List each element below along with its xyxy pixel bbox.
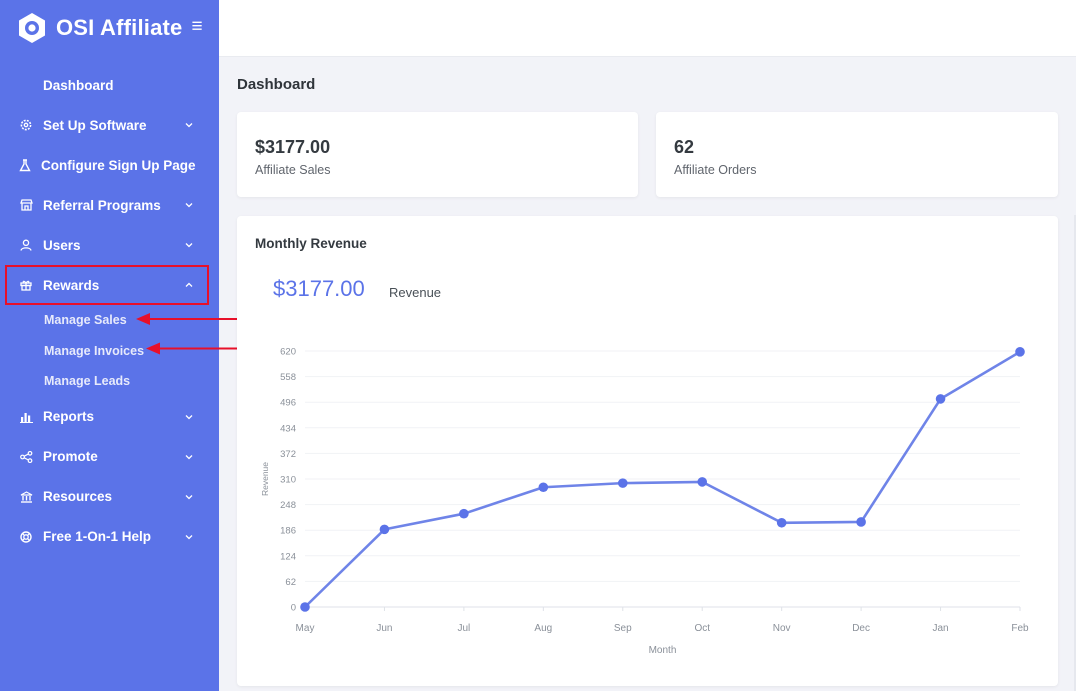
- data-point: [538, 482, 549, 493]
- chevron-down-icon: [184, 492, 194, 502]
- x-tick-label: Aug: [534, 623, 552, 634]
- y-tick-label: 372: [280, 449, 296, 460]
- sidebar-item-label: Configure Sign Up Page: [41, 157, 196, 173]
- sidebar-item-label: Rewards: [43, 277, 100, 293]
- y-tick-label: 310: [280, 475, 296, 486]
- x-tick-label: Jun: [376, 623, 392, 634]
- chevron-down-icon: [184, 200, 194, 210]
- sidebar-item-label: Reports: [43, 409, 95, 424]
- flask-icon: [19, 158, 31, 172]
- bar-chart-icon: [19, 410, 33, 424]
- x-tick-label: May: [296, 623, 315, 634]
- bank-icon: [19, 490, 33, 504]
- brand-name: OSI Affiliate: [56, 15, 183, 40]
- scroll-edge: [1074, 215, 1076, 691]
- series-line: [304, 350, 1021, 608]
- revenue-total-label: Revenue: [389, 285, 442, 300]
- monthly-revenue-card: Monthly Revenue $3177.00 Revenue 0 62 124 1…: [237, 216, 1058, 686]
- sidebar-item-label: Set Up Software: [43, 117, 147, 133]
- arrow-to-manage-invoices: [146, 342, 252, 355]
- rewards-submenu: Manage Sales Manage Invoices Manage Lead…: [0, 305, 219, 397]
- revenue-line-chart: 0 62 124 186 248 310 372 434 496 558 620 May Jun Jul A…: [260, 347, 1029, 657]
- sidebar: OSI Affiliate ≡ Dashboard Set Up Softwar…: [0, 0, 219, 691]
- sidebar-item-label: Free 1-On-1 Help: [43, 529, 152, 544]
- brand[interactable]: OSI Affiliate ≡: [0, 0, 219, 56]
- submenu-item-manage-leads[interactable]: Manage Leads: [44, 374, 131, 389]
- stat-value: $3177.00: [255, 137, 331, 157]
- stat-card-affiliate-sales: $3177.00 Affiliate Sales: [237, 112, 638, 197]
- x-tick-label: Dec: [852, 623, 870, 634]
- y-tick-label: 620: [280, 347, 296, 358]
- sidebar-nav-lower: Reports Promote Resources Free 1-On-1 He…: [0, 397, 219, 557]
- sidebar-item-setup[interactable]: Set Up Software: [0, 105, 219, 145]
- revenue-total: $3177.00: [273, 276, 365, 301]
- chart-title: Monthly Revenue: [255, 236, 367, 251]
- sidebar-item-label: Promote: [43, 449, 98, 464]
- chevron-down-icon: [184, 240, 194, 250]
- y-tick-label: 62: [285, 577, 296, 588]
- x-tick-label: Feb: [1011, 623, 1029, 634]
- data-point: [856, 517, 866, 527]
- sidebar-item-resources[interactable]: Resources: [0, 477, 219, 517]
- submenu-item-manage-invoices[interactable]: Manage Invoices: [44, 343, 145, 358]
- topbar: [219, 0, 1076, 57]
- gear-icon: [19, 118, 33, 132]
- data-point: [459, 508, 469, 519]
- sidebar-item-reports[interactable]: Reports: [0, 397, 219, 437]
- x-tick-label: Jan: [932, 623, 948, 634]
- sidebar-item-label: Users: [43, 237, 81, 253]
- sidebar-item-signup[interactable]: Configure Sign Up Page: [0, 145, 219, 185]
- gift-icon: [19, 278, 33, 292]
- x-tick-label: Sep: [614, 623, 632, 634]
- data-point: [300, 602, 310, 612]
- hexagon-logo-icon: [19, 13, 45, 43]
- stat-value: 62: [674, 137, 695, 157]
- menu-toggle-icon[interactable]: ≡: [191, 15, 203, 37]
- data-point: [935, 394, 946, 404]
- sidebar-item-label: Referral Programs: [43, 197, 161, 213]
- page-title: Dashboard: [237, 76, 316, 93]
- data-point: [379, 524, 390, 535]
- chevron-up-icon: [184, 280, 194, 290]
- sidebar-item-label: Resources: [43, 489, 113, 504]
- stat-label: Affiliate Orders: [674, 163, 757, 177]
- data-point: [1015, 347, 1025, 357]
- y-tick-label: 434: [280, 423, 296, 434]
- sidebar-item-referral[interactable]: Referral Programs: [0, 185, 219, 225]
- chevron-down-icon: [184, 452, 194, 462]
- sidebar-item-dashboard[interactable]: Dashboard: [0, 65, 219, 105]
- stat-card-affiliate-orders: 62 Affiliate Orders: [656, 112, 1058, 197]
- chevron-down-icon: [184, 532, 194, 542]
- arrow-to-manage-sales: [136, 313, 245, 325]
- stat-label: Affiliate Sales: [255, 163, 331, 177]
- data-point: [697, 477, 708, 487]
- y-tick-label: 0: [291, 603, 296, 614]
- x-tick-label: Oct: [694, 623, 710, 634]
- data-point: [617, 478, 628, 488]
- share-icon: [19, 450, 33, 464]
- y-axis-title: Revenue: [260, 462, 270, 496]
- sidebar-item-promote[interactable]: Promote: [0, 437, 219, 477]
- y-tick-label: 496: [280, 398, 296, 409]
- sidebar-item-help[interactable]: Free 1-On-1 Help: [0, 517, 219, 557]
- store-icon: [19, 198, 33, 212]
- x-tick-label: Jul: [457, 623, 470, 634]
- y-tick-label: 186: [280, 526, 296, 537]
- y-tick-label: 124: [280, 551, 296, 562]
- annotation-arrows: [136, 313, 252, 355]
- lifebuoy-icon: [19, 530, 33, 544]
- chevron-down-icon: [184, 120, 194, 130]
- chevron-down-icon: [184, 412, 194, 422]
- y-tick-label: 558: [280, 372, 296, 383]
- sidebar-item-label: Dashboard: [43, 77, 114, 93]
- sidebar-item-users[interactable]: Users: [0, 225, 219, 265]
- data-point: [776, 517, 787, 528]
- user-icon: [19, 238, 33, 252]
- sidebar-item-rewards[interactable]: Rewards: [5, 265, 209, 305]
- y-tick-label: 248: [280, 500, 296, 511]
- x-tick-label: Nov: [773, 623, 791, 634]
- submenu-item-manage-sales[interactable]: Manage Sales: [44, 313, 127, 328]
- x-axis-title: Month: [649, 645, 677, 656]
- sidebar-nav: Dashboard Set Up Software Configure Sign…: [0, 56, 219, 305]
